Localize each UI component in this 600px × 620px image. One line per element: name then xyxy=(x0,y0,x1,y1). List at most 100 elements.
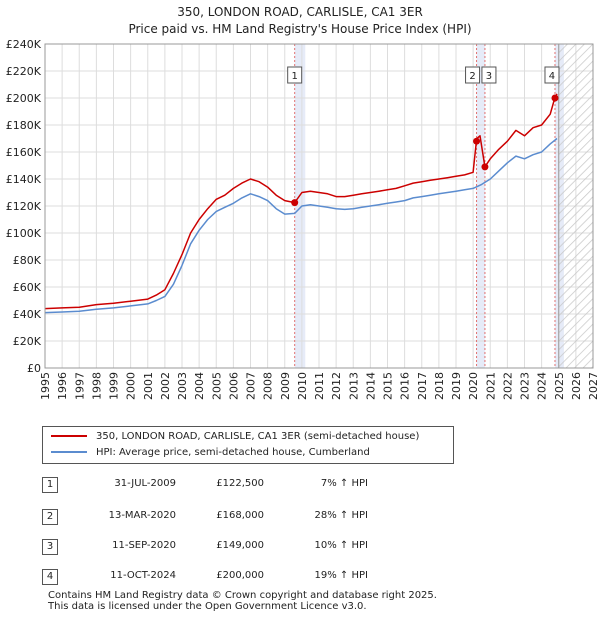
table-row: 4 11-OCT-2024 £200,000 19% ↑ HPI xyxy=(42,568,442,588)
x-tick-label: 1997 xyxy=(73,372,86,400)
y-tick-label: £100K xyxy=(6,227,42,240)
transaction-date: 31-JUL-2009 xyxy=(114,478,176,489)
legend-label-hpi: HPI: Average price, semi-detached house,… xyxy=(96,447,370,458)
x-tick-label: 2016 xyxy=(399,372,412,400)
x-tick-label: 2011 xyxy=(313,372,326,400)
x-tick-label: 2020 xyxy=(467,372,480,400)
transaction-flag-box-4 xyxy=(544,66,560,84)
transaction-flag-label-3: 3 xyxy=(486,71,492,82)
axes-frame xyxy=(44,43,594,369)
transaction-flag-label-1: 1 xyxy=(291,71,297,82)
transaction-number: 3 xyxy=(42,539,58,555)
y-tick-label: £60K xyxy=(13,281,42,294)
x-tick-label: 1995 xyxy=(39,372,52,400)
table-row: 3 11-SEP-2020 £149,000 10% ↑ HPI xyxy=(42,538,442,558)
x-tick-label: 2015 xyxy=(382,372,395,400)
transaction-point-1 xyxy=(291,199,299,207)
x-tick-label: 2005 xyxy=(210,372,223,400)
x-tick-label: 2002 xyxy=(159,372,172,400)
transaction-flag-box-1 xyxy=(287,66,303,84)
transaction-flag-box-2 xyxy=(465,66,481,84)
transaction-hpi-change: 10% ↑ HPI xyxy=(314,540,368,551)
chart-title-line-2: Price paid vs. HM Land Registry's House … xyxy=(128,22,472,36)
hpi-series-line xyxy=(44,137,558,314)
y-axis-tick-labels: £0 £20K £40K £60K £80K £100K £120K £140K £160K £1… xyxy=(6,38,42,375)
x-tick-label: 1998 xyxy=(90,372,103,400)
transaction-number: 1 xyxy=(42,477,58,493)
x-tick-label: 1999 xyxy=(108,372,121,400)
x-tick-label: 2027 xyxy=(587,372,600,400)
x-tick-label: 2026 xyxy=(570,372,583,400)
y-tick-label: £120K xyxy=(6,200,42,213)
transaction-flag-box-3 xyxy=(481,66,497,84)
transaction-hpi-change: 7% ↑ HPI xyxy=(320,478,368,489)
y-tick-label: £20K xyxy=(13,335,42,348)
x-tick-label: 2021 xyxy=(484,372,497,400)
legend-swatch-hpi xyxy=(51,451,87,453)
x-tick-label: 2000 xyxy=(125,372,138,400)
y-tick-label: £0 xyxy=(27,362,41,375)
x-tick-label: 2012 xyxy=(330,372,343,400)
transaction-hpi-change: 28% ↑ HPI xyxy=(314,510,368,521)
x-tick-label: 2007 xyxy=(245,372,258,400)
y-tick-label: £80K xyxy=(13,254,42,267)
transaction-price: £122,500 xyxy=(216,478,264,489)
table-row: 2 13-MAR-2020 £168,000 28% ↑ HPI xyxy=(42,508,442,528)
y-tick-label: £180K xyxy=(6,119,42,132)
footer-attribution: Contains HM Land Registry data © Crown c… xyxy=(48,590,437,612)
x-tick-label: 2024 xyxy=(536,372,549,400)
x-tick-label: 2014 xyxy=(364,372,377,400)
legend-item-hpi: HPI: Average price, semi-detached house,… xyxy=(51,445,370,461)
transaction-price: £200,000 xyxy=(216,570,264,581)
transaction-price: £168,000 xyxy=(216,510,264,521)
transaction-date: 11-SEP-2020 xyxy=(112,540,176,551)
x-tick-label: 2004 xyxy=(193,372,206,400)
x-tick-label: 2009 xyxy=(279,372,292,400)
transaction-price: £149,000 xyxy=(216,540,264,551)
x-tick-label: 2003 xyxy=(176,372,189,400)
transaction-number: 2 xyxy=(42,509,58,525)
x-tick-label: 2023 xyxy=(519,372,532,400)
transaction-number: 4 xyxy=(42,569,58,585)
footer-line-2: This data is licensed under the Open Gov… xyxy=(48,601,367,612)
legend-label-property: 350, LONDON ROAD, CARLISLE, CA1 3ER (sem… xyxy=(96,431,420,442)
x-tick-label: 2006 xyxy=(227,372,240,400)
x-tick-label: 2019 xyxy=(450,372,463,400)
x-tick-label: 2017 xyxy=(416,372,429,400)
legend-swatch-property xyxy=(51,435,87,437)
transaction-point-4 xyxy=(551,94,559,102)
x-tick-label: 2013 xyxy=(347,372,360,400)
plot-frame xyxy=(44,43,594,369)
x-tick-label: 2001 xyxy=(142,372,155,400)
transaction-flag-label-2: 2 xyxy=(469,71,475,82)
future-hatch-region xyxy=(558,44,593,368)
transaction-hpi-change: 19% ↑ HPI xyxy=(314,570,368,581)
y-tick-label: £240K xyxy=(6,38,42,51)
footer-line-1: Contains HM Land Registry data © Crown c… xyxy=(48,590,437,601)
transaction-point-2 xyxy=(473,137,481,145)
x-tick-label: 2025 xyxy=(553,372,566,400)
y-tick-label: £160K xyxy=(6,146,42,159)
y-tick-label: £200K xyxy=(6,92,42,105)
transaction-date: 11-OCT-2024 xyxy=(110,570,176,581)
chart-legend: 350, LONDON ROAD, CARLISLE, CA1 3ER (sem… xyxy=(42,426,454,464)
transaction-point-3 xyxy=(481,163,489,171)
transaction-flag-label-4: 4 xyxy=(549,71,555,82)
y-tick-label: £220K xyxy=(6,65,42,78)
y-tick-label: £40K xyxy=(13,308,42,321)
legend-item-property: 350, LONDON ROAD, CARLISLE, CA1 3ER (sem… xyxy=(51,429,419,445)
chart-title: 350, LONDON ROAD, CARLISLE, CA1 3ER Pric… xyxy=(0,4,600,38)
table-row: 1 31-JUL-2009 £122,500 7% ↑ HPI xyxy=(42,476,442,496)
y-tick-label: £140K xyxy=(6,173,42,186)
transaction-date: 13-MAR-2020 xyxy=(108,510,176,521)
x-axis-tick-labels: 1995 1996 1997 1998 1999 2000 2001 2002 2003 2004… xyxy=(39,372,600,400)
chart-title-line-1: 350, LONDON ROAD, CARLISLE, CA1 3ER xyxy=(177,5,423,19)
x-tick-label: 1996 xyxy=(56,372,69,400)
transaction-points xyxy=(291,94,559,207)
future-hatch xyxy=(558,44,593,368)
x-tick-label: 2010 xyxy=(296,372,309,400)
x-tick-label: 2018 xyxy=(433,372,446,400)
x-tick-label: 2008 xyxy=(262,372,275,400)
